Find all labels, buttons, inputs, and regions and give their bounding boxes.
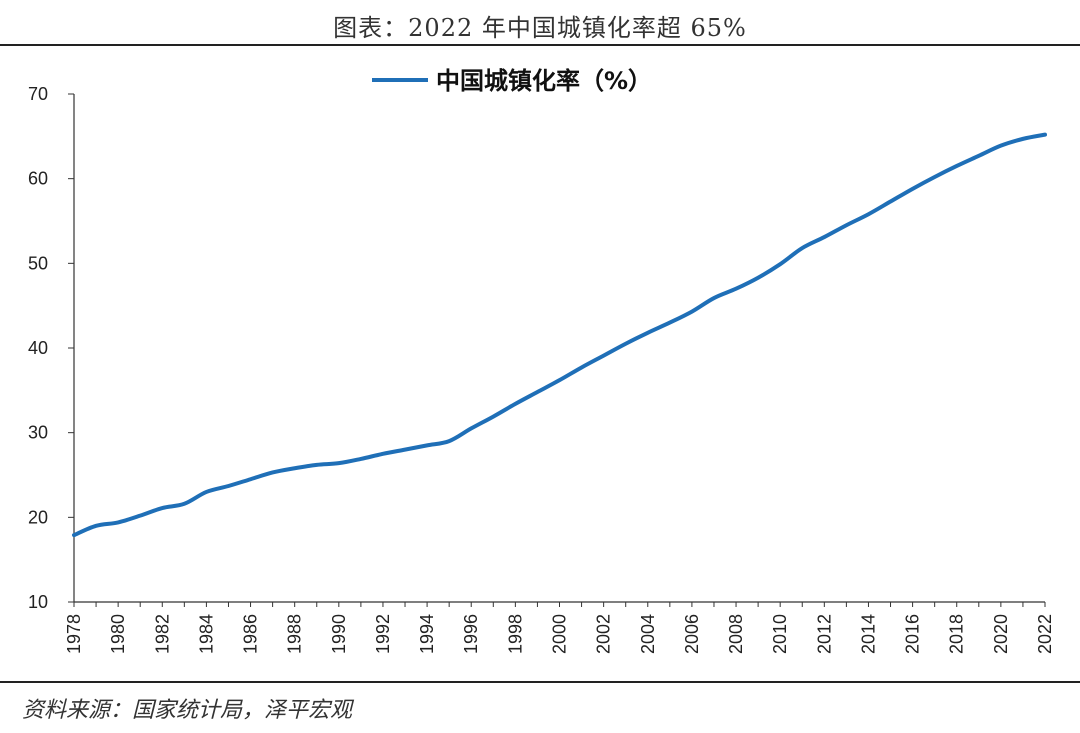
series-line: [72, 132, 1047, 538]
x-tick-label: 2002: [594, 614, 614, 654]
x-tick-label: 1978: [64, 614, 84, 654]
legend: 中国城镇化率（%）: [372, 67, 652, 95]
y-tick-label: 40: [28, 338, 48, 358]
y-tick-label: 50: [28, 253, 48, 273]
x-tick-label: 2022: [1035, 614, 1055, 654]
x-tick-label: 2004: [638, 614, 658, 654]
x-tick-label: 2012: [814, 614, 834, 654]
x-tick-label: 2000: [550, 614, 570, 654]
y-axis-ticks: 10 20 30 40 50 60 70: [28, 84, 74, 612]
x-tick-label: 2016: [903, 614, 923, 654]
x-tick-label: 2010: [770, 614, 790, 654]
x-tick-label: 1996: [461, 614, 481, 654]
y-tick-label: 60: [28, 169, 48, 189]
x-tick-label: 1984: [196, 614, 216, 654]
x-tick-label: 1982: [152, 614, 172, 654]
series-group: [72, 132, 1047, 538]
title-divider: [0, 44, 1080, 46]
footer-divider: [0, 681, 1080, 683]
x-tick-label: 1994: [417, 614, 437, 654]
x-tick-label: 1980: [108, 614, 128, 654]
x-tick-label: 1990: [329, 614, 349, 654]
x-axis-ticks: 1978 1980 1982 1984 1986 1988 1990 1992 1994 1996…: [64, 602, 1055, 654]
y-tick-label: 30: [28, 423, 48, 443]
y-tick-label: 10: [28, 592, 48, 612]
x-tick-label: 2018: [947, 614, 967, 654]
x-tick-label: 1992: [373, 614, 393, 654]
legend-label: 中国城镇化率（%）: [436, 67, 652, 95]
x-tick-label: 1988: [285, 614, 305, 654]
x-tick-label: 2020: [991, 614, 1011, 654]
x-tick-label: 2014: [858, 614, 878, 654]
source-note: 资料来源：国家统计局，泽平宏观: [22, 698, 353, 723]
x-tick-label: 1998: [505, 614, 525, 654]
x-tick-label: 2006: [682, 614, 702, 654]
x-tick-label: 1986: [241, 614, 261, 654]
y-tick-label: 20: [28, 507, 48, 527]
chart-title: 图表：2022 年中国城镇化率超 65%: [333, 14, 747, 42]
chart-axes: [73, 94, 1045, 603]
y-tick-label: 70: [28, 84, 48, 104]
x-tick-label: 2008: [726, 614, 746, 654]
